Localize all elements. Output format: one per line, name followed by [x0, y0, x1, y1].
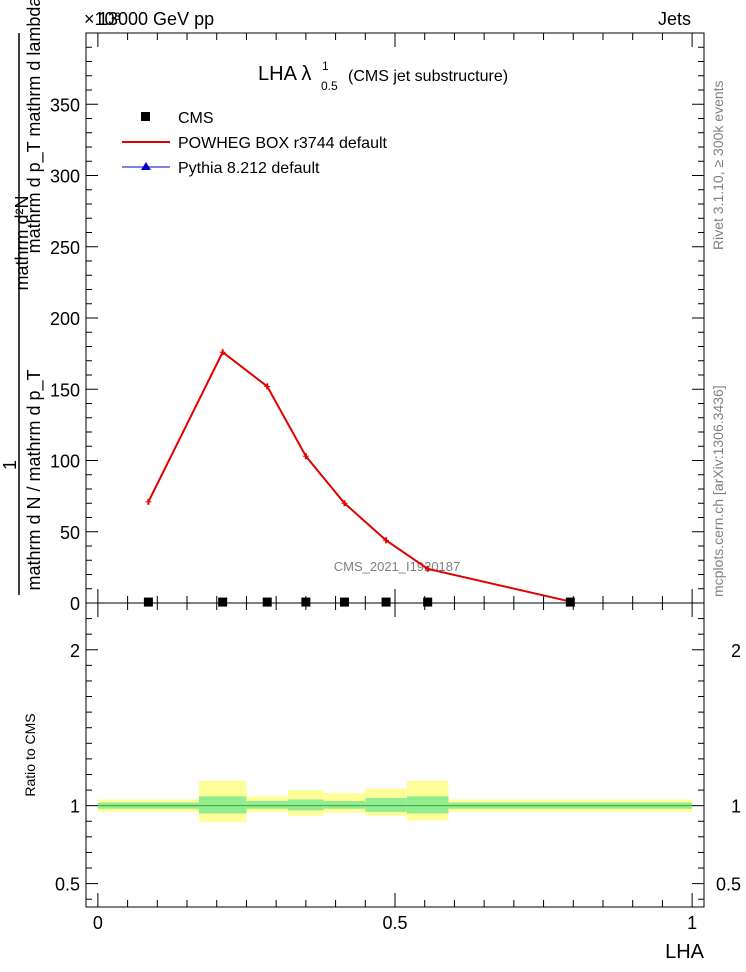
- cms-point: [339, 597, 349, 607]
- top-y-tick-label: 350: [50, 95, 80, 115]
- x-axis-label: LHA: [665, 941, 705, 963]
- top-y-tick-label: 50: [60, 523, 80, 543]
- title-rest: (CMS jet substructure): [348, 68, 508, 85]
- energy-label: 13000 GeV pp: [98, 9, 214, 29]
- ylabel-numerator-d2n: mathrm d²N: [12, 195, 32, 290]
- cms-series: [143, 597, 575, 607]
- x-tick-label: 0: [93, 913, 103, 933]
- ratio-band-inner: [323, 800, 366, 809]
- ratio-x-axis: 0 0.5 1: [93, 603, 697, 933]
- top-y-tick-label: 200: [50, 309, 80, 329]
- legend-powheg-label: POWHEG BOX r3744 default: [178, 135, 388, 152]
- legend-pythia-label: Pythia 8.212 default: [178, 160, 320, 177]
- ylabel-numerator-dpt: mathrm d p_T mathrm d lambda: [24, 0, 45, 253]
- ylabel-one: 1: [0, 460, 20, 470]
- ratio-y-axis: 0.5 0.5 1 1 2 2: [55, 618, 741, 900]
- top-y-tick-label: 300: [50, 167, 80, 187]
- ratio-y-tick-label-right: 1: [731, 797, 741, 817]
- cms-point: [262, 597, 272, 607]
- title-superscript: 1: [322, 59, 329, 73]
- cms-point: [565, 597, 575, 607]
- x-tick-label: 1: [687, 913, 697, 933]
- ylabel-denominator: mathrm d N / mathrm d p_T: [24, 369, 45, 590]
- ratio-band-inner: [365, 797, 407, 812]
- ratio-y-label: Ratio to CMS: [22, 713, 38, 796]
- x-tick-label: 0.5: [382, 913, 407, 933]
- ratio-y-tick-label: 0.5: [55, 875, 80, 895]
- powheg-line: [147, 350, 571, 603]
- ratio-y-tick-label: 2: [70, 641, 80, 661]
- top-y-axis: 0 50 100 150 200 250 300 350: [50, 32, 704, 614]
- ratio-bands: [97, 780, 693, 823]
- rivet-info: Rivet 3.1.10, ≥ 300k events: [710, 80, 726, 250]
- ratio-panel-frame: [85, 602, 705, 908]
- legend-pythia-marker: [141, 162, 151, 170]
- cms-point: [381, 597, 391, 607]
- ratio-band-inner: [288, 799, 324, 811]
- top-y-tick-label: 250: [50, 238, 80, 258]
- legend-cms-marker: [141, 112, 150, 121]
- top-y-tick-label: 150: [50, 380, 80, 400]
- jets-label: Jets: [658, 9, 691, 29]
- ratio-y-tick-label-right: 2: [731, 641, 741, 661]
- cms-point: [218, 597, 228, 607]
- legend-cms-label: CMS: [178, 110, 214, 127]
- mcplots-info: mcplots.cern.ch [arXiv:1306.3436]: [710, 385, 726, 597]
- ratio-band-inner: [406, 796, 449, 814]
- cms-point: [143, 597, 153, 607]
- top-y-tick-label: 0: [70, 594, 80, 614]
- cms-point: [301, 597, 311, 607]
- ratio-band-inner: [198, 796, 247, 814]
- title-subscript: 0.5: [321, 79, 338, 93]
- top-y-tick-label: 100: [50, 452, 80, 472]
- ratio-y-tick-label-right: 0.5: [716, 875, 741, 895]
- legend: CMS POWHEG BOX r3744 default Pythia 8.21…: [122, 110, 388, 177]
- ratio-band-inner: [246, 800, 289, 809]
- top-y-axis-label: mathrm d²N mathrm d p_T mathrm d lambda …: [0, 0, 45, 595]
- exponent-label: ×10³: [84, 9, 121, 29]
- title-main: LHA λ: [258, 63, 311, 85]
- cms-point: [423, 597, 433, 607]
- ratio-y-tick-label: 1: [70, 797, 80, 817]
- plot-title: LHA λ 1 0.5 (CMS jet substructure): [258, 59, 508, 93]
